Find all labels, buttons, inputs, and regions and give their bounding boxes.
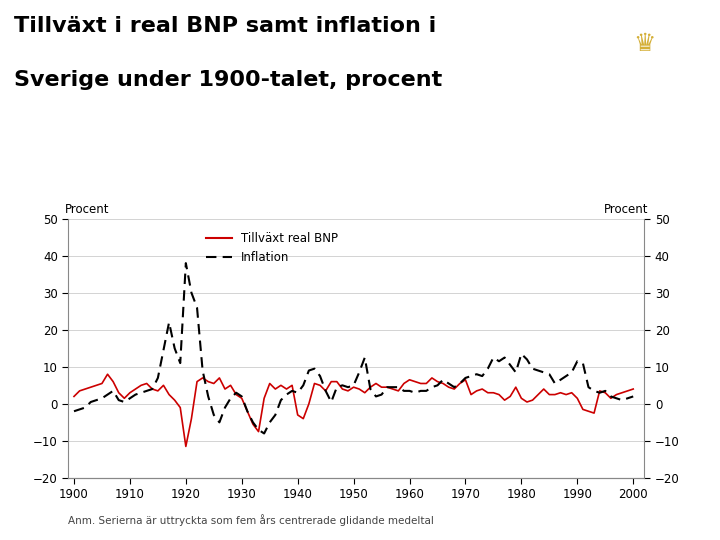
Text: Sverige under 1900-talet, procent: Sverige under 1900-talet, procent — [14, 70, 443, 90]
Text: Procent: Procent — [603, 203, 648, 216]
Text: ♛: ♛ — [634, 32, 656, 56]
Text: Procent: Procent — [65, 203, 109, 216]
Legend: Tillväxt real BNP, Inflation: Tillväxt real BNP, Inflation — [201, 227, 343, 268]
Text: Tillväxt i real BNP samt inflation i: Tillväxt i real BNP samt inflation i — [14, 16, 436, 36]
Text: Anm. Serierna är uttryckta som fem års centrerade glidande medeltal: Anm. Serierna är uttryckta som fem års c… — [68, 515, 434, 526]
Text: SVERIGES
RIKSBANK: SVERIGES RIKSBANK — [623, 86, 667, 107]
